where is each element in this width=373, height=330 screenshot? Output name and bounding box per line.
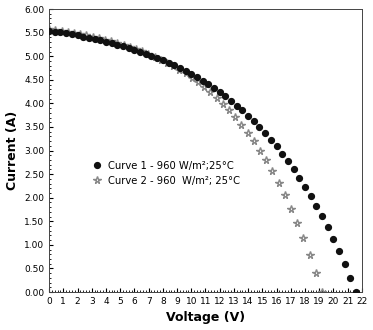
Curve 2 - 960  W/m²; 25°C — [146, 52, 151, 56]
Curve 2 - 960  W/m²; 25°C — [84, 33, 88, 37]
Curve 2 - 960  W/m²; 25°C — [78, 32, 82, 36]
Curve 2 - 960  W/m²; 25°C — [97, 36, 101, 40]
Line: Curve 1 - 960 W/m²;25°C: Curve 1 - 960 W/m²;25°C — [46, 28, 359, 295]
Curve 2 - 960  W/m²; 25°C — [72, 31, 76, 35]
Curve 2 - 960  W/m²; 25°C — [289, 207, 293, 211]
Curve 2 - 960  W/m²; 25°C — [283, 193, 287, 197]
Curve 2 - 960  W/m²; 25°C — [66, 30, 70, 34]
Curve 2 - 960  W/m²; 25°C — [320, 290, 324, 294]
Curve 2 - 960  W/m²; 25°C — [270, 169, 275, 173]
Curve 1 - 960 W/m²;25°C — [104, 40, 108, 44]
Curve 1 - 960 W/m²;25°C — [160, 58, 165, 62]
Curve 2 - 960  W/m²; 25°C — [53, 28, 57, 32]
Curve 2 - 960  W/m²; 25°C — [47, 27, 51, 31]
Curve 2 - 960  W/m²; 25°C — [295, 221, 300, 225]
Curve 2 - 960  W/m²; 25°C — [183, 72, 188, 76]
Curve 1 - 960 W/m²;25°C — [81, 35, 85, 39]
Curve 2 - 960  W/m²; 25°C — [214, 96, 219, 100]
Legend: Curve 1 - 960 W/m²;25°C, Curve 2 - 960  W/m²; 25°C: Curve 1 - 960 W/m²;25°C, Curve 2 - 960 W… — [87, 157, 244, 190]
Curve 2 - 960  W/m²; 25°C — [233, 115, 238, 119]
Curve 2 - 960  W/m²; 25°C — [152, 55, 157, 59]
Curve 2 - 960  W/m²; 25°C — [128, 45, 132, 49]
Curve 2 - 960  W/m²; 25°C — [307, 253, 312, 257]
Curve 2 - 960  W/m²; 25°C — [171, 64, 175, 68]
Curve 2 - 960  W/m²; 25°C — [301, 236, 305, 240]
Curve 1 - 960 W/m²;25°C — [320, 214, 324, 218]
Curve 2 - 960  W/m²; 25°C — [264, 158, 269, 162]
Curve 2 - 960  W/m²; 25°C — [159, 57, 163, 61]
Curve 2 - 960  W/m²; 25°C — [59, 29, 64, 33]
Y-axis label: Current (A): Current (A) — [6, 111, 19, 190]
Curve 2 - 960  W/m²; 25°C — [251, 139, 256, 143]
Curve 2 - 960  W/m²; 25°C — [227, 108, 231, 112]
Curve 1 - 960 W/m²;25°C — [121, 44, 125, 48]
Curve 2 - 960  W/m²; 25°C — [220, 102, 225, 106]
Curve 2 - 960  W/m²; 25°C — [177, 68, 182, 72]
Curve 2 - 960  W/m²; 25°C — [258, 148, 262, 152]
Curve 1 - 960 W/m²;25°C — [47, 29, 51, 33]
Curve 1 - 960 W/m²;25°C — [354, 290, 358, 294]
Curve 2 - 960  W/m²; 25°C — [189, 76, 194, 80]
Curve 2 - 960  W/m²; 25°C — [208, 90, 213, 94]
Curve 2 - 960  W/m²; 25°C — [314, 271, 318, 275]
Curve 1 - 960 W/m²;25°C — [348, 276, 353, 280]
Curve 2 - 960  W/m²; 25°C — [140, 50, 144, 53]
Curve 2 - 960  W/m²; 25°C — [196, 80, 200, 84]
Curve 2 - 960  W/m²; 25°C — [121, 43, 126, 47]
Curve 2 - 960  W/m²; 25°C — [202, 85, 206, 89]
Curve 2 - 960  W/m²; 25°C — [103, 38, 107, 42]
X-axis label: Voltage (V): Voltage (V) — [166, 312, 245, 324]
Line: Curve 2 - 960  W/m²; 25°C: Curve 2 - 960 W/m²; 25°C — [45, 25, 326, 296]
Curve 2 - 960  W/m²; 25°C — [165, 61, 169, 65]
Curve 2 - 960  W/m²; 25°C — [90, 35, 95, 39]
Curve 2 - 960  W/m²; 25°C — [239, 122, 244, 126]
Curve 2 - 960  W/m²; 25°C — [109, 39, 113, 43]
Curve 2 - 960  W/m²; 25°C — [134, 47, 138, 51]
Curve 2 - 960  W/m²; 25°C — [115, 41, 120, 45]
Curve 2 - 960  W/m²; 25°C — [276, 181, 281, 185]
Curve 2 - 960  W/m²; 25°C — [245, 131, 250, 135]
